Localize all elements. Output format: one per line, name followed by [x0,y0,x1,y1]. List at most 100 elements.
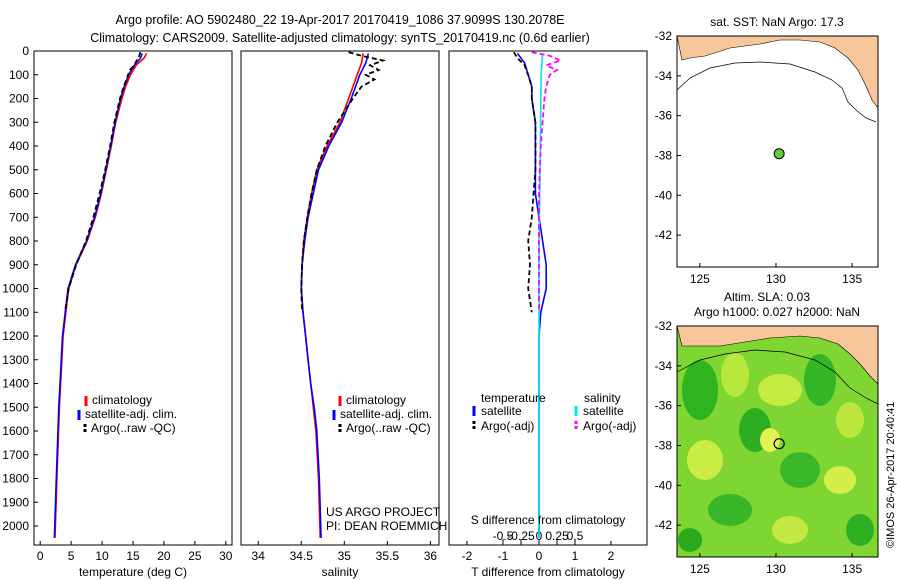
map-x-tick-label: 135 [842,562,862,576]
sla-blob [687,440,723,480]
sla-title2: Argo h1000: 0.027 h2000: NaN [694,305,860,319]
project-line2: PI: DEAN ROEMMICH [326,519,447,533]
depth-tick-label: 600 [9,187,29,201]
series-line-0 [516,52,548,538]
depth-tick-label: 700 [9,210,29,224]
series-line-3 [531,51,564,313]
series-line-0 [54,53,148,538]
depth-tick-label: 300 [9,115,29,129]
sla-blob [824,466,856,494]
sla-field-blobs [678,353,874,552]
x-tick-label: 0 [536,549,543,563]
depth-tick-label: 400 [9,139,29,153]
sla-blob [836,402,864,438]
series-line-2 [64,51,142,313]
depth-tick-label: 200 [9,92,29,106]
legend-temp-argo: Argo(-adj) [481,419,534,433]
sla-title1: Altim. SLA: 0.03 [724,290,810,304]
series-line-1 [513,51,537,313]
difference-legend: temperature salinity satellite satellite… [472,391,636,433]
header-line2: Climatology: CARS2009. Satellite-adjuste… [90,31,590,45]
legend-argo: Argo(..raw -QC) [346,421,431,435]
map-x-tick-label: 130 [766,562,786,576]
sla-blob [721,353,749,397]
x-tick-label: 1 [572,549,579,563]
temperature-legend: climatology satellite-adj. clim. Argo(..… [77,393,177,435]
sst-contour [676,61,877,123]
australia-coastline [676,35,879,109]
header-line1: Argo profile: AO 5902480_22 19-Apr-2017 … [116,13,565,27]
difference-series [513,51,564,538]
series-line-1 [53,53,144,538]
sla-blob [846,514,874,546]
depth-tick-label: 1200 [2,329,29,343]
legend-climatology: climatology [92,393,152,407]
map-y-tick-label: -38 [655,438,673,452]
map-y-tick-label: -34 [655,69,673,83]
depth-tick-label: 1800 [2,472,29,486]
series-line-0 [300,53,364,538]
x-tick-label: 10 [95,549,109,563]
series-line-2 [300,51,387,313]
sla-map-frame [676,325,879,558]
difference-panel: -2 -1 0 1 2-0.5-0.25 0 0.250.5 S difference fr… [448,50,648,579]
depth-tick-label: 100 [9,68,29,82]
sla-blob [780,452,820,488]
map-y-tick-label: -38 [655,148,673,162]
map-y-tick-label: -36 [655,399,673,413]
map-y-tick-label: -42 [655,228,673,242]
x-tick-label: 35 [338,549,352,563]
credit-stamp: ©IMOS 26-Apr-2017 20:40:41 [885,402,897,548]
map-y-tick-label: -40 [655,478,673,492]
salinity-axes-box [240,50,440,546]
sla-blob [758,374,802,406]
map-y-tick-label: -34 [655,359,673,373]
temperature-panel: 0100200300400500600700800900100011001200… [2,44,233,579]
legend-sal-satellite: satellite [583,404,624,418]
map-y-tick-label: -32 [655,29,673,43]
depth-tick-label: 0 [22,44,29,58]
depth-tick-label: 1300 [2,353,29,367]
depth-tick-label: 500 [9,163,29,177]
legend-satellite: satellite-adj. clim. [85,407,177,421]
argo-location-marker [773,438,785,450]
x-tick-label: 0 [37,549,44,563]
sla-blob [708,494,752,526]
temperature-series [53,51,148,538]
map-y-tick-label: -32 [655,319,673,333]
argo-location-point [773,148,785,160]
x-tick-label: 2 [608,549,615,563]
x-tick-label: 20 [157,549,171,563]
depth-tick-label: 900 [9,258,29,272]
x-top-tick-label: 0.5 [567,529,584,543]
legend-temp-satellite: satellite [481,404,522,418]
sla-blob [804,354,836,406]
x-tick-label: 35.5 [376,549,400,563]
x-top-tick-label: -0.5 [493,529,514,543]
x-tick-label: 5 [68,549,75,563]
legend-sal-argo: Argo(-adj) [583,419,636,433]
sst-map: sat. SST: NaN Argo: 17.3 125 130 135 -32 -34… [655,15,879,286]
legend-temperature-heading: temperature [481,391,546,405]
depth-tick-label: 1900 [2,495,29,509]
depth-tick-label: 2000 [2,519,29,533]
salinity-legend: climatology satellite-adj. clim. Argo(..… [332,393,432,435]
difference-axes-box [448,50,648,546]
x-tick-label: 30 [219,549,233,563]
sla-map: Altim. SLA: 0.03 Argo h1000: 0.027 h2000… [655,290,879,576]
map-y-tick-label: -36 [655,109,673,123]
project-line1: US ARGO PROJECT [326,505,441,519]
depth-tick-label: 800 [9,234,29,248]
salinity-xlabel: salinity [322,565,359,579]
map-y-tick-label: -42 [655,518,673,532]
map-x-tick-label: 125 [690,272,710,286]
legend-salinity-heading: salinity [584,391,621,405]
depth-tick-label: 1700 [2,448,29,462]
sst-map-axes: 125 130 135 -32 -34 -36 -38 -40 -42 [655,29,863,286]
map-x-tick-label: 125 [690,562,710,576]
series-line-2 [538,53,544,538]
x-tick-label: 34.5 [290,549,314,563]
x-tick-label: 15 [126,549,140,563]
legend-satellite: satellite-adj. clim. [340,407,432,421]
salinity-series [300,51,387,538]
